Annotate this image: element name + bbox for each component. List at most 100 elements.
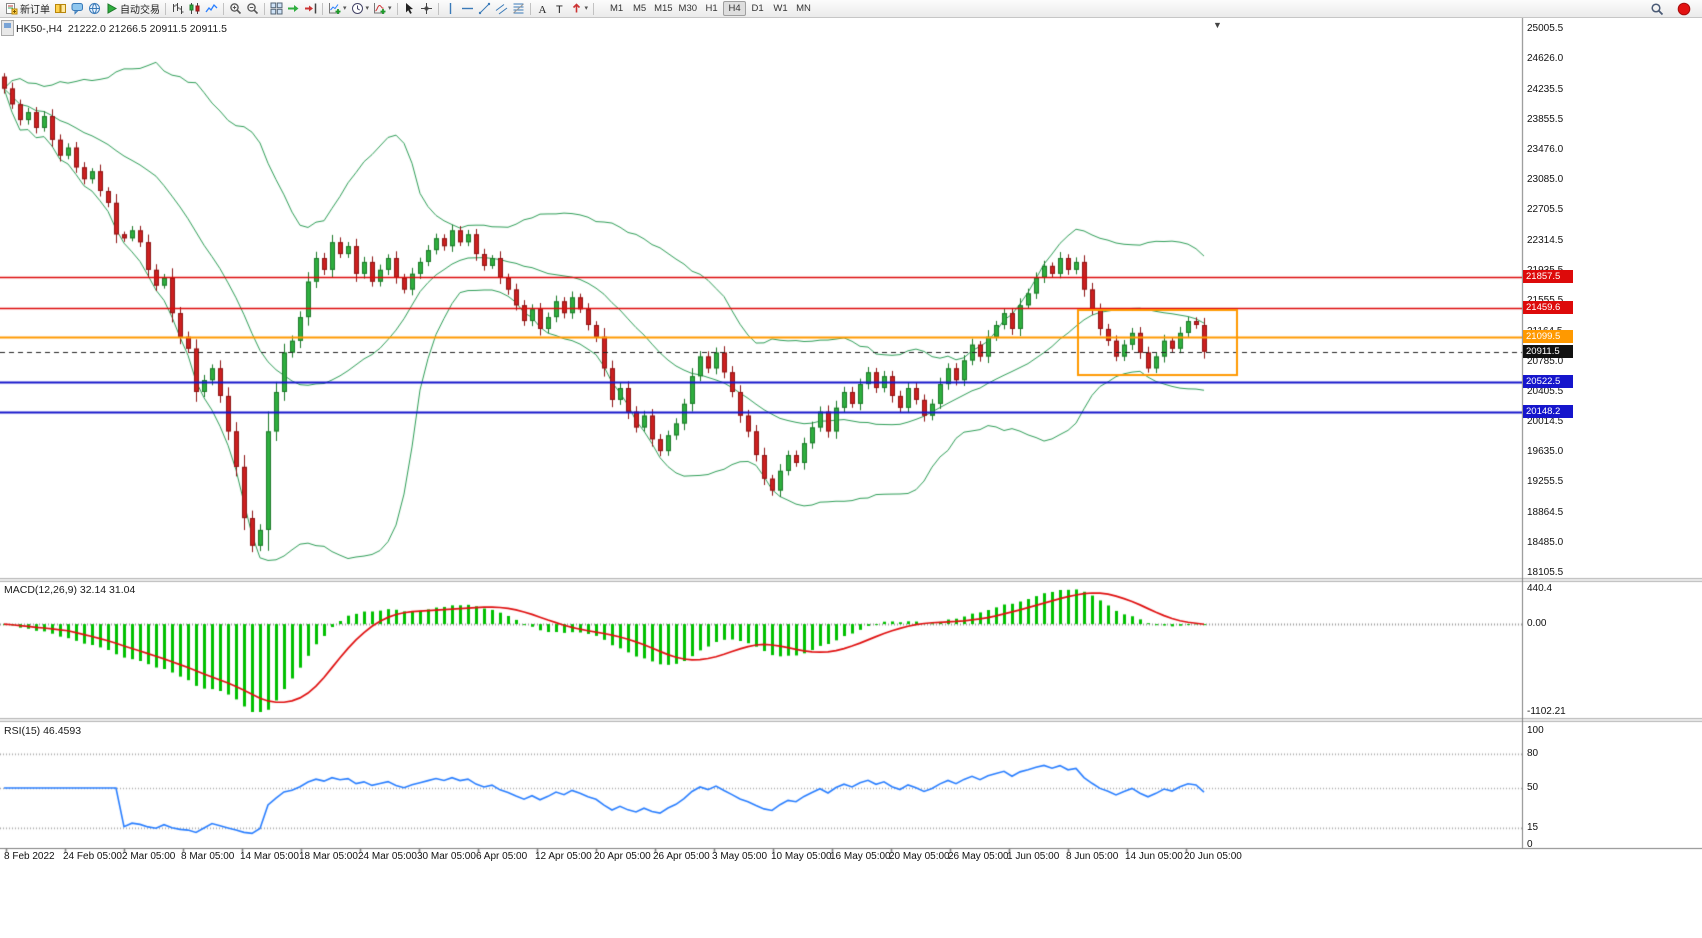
macd-axis-label: 440.4 <box>1527 583 1553 594</box>
new-order-button-label: 新订单 <box>20 5 50 16</box>
chart-window-icon <box>4 23 11 28</box>
time-axis-label: 12 Apr 05:00 <box>535 851 592 862</box>
timeframe-w1-button[interactable]: W1 <box>769 1 792 16</box>
community-button[interactable] <box>86 1 103 17</box>
quotes-book-button[interactable] <box>52 1 69 17</box>
toolbar-separator <box>593 2 595 15</box>
rsi-axis-label: 80 <box>1527 747 1539 759</box>
time-axis-label: 14 Mar 05:00 <box>240 851 299 862</box>
toolbar-right-group <box>1648 1 1693 17</box>
fibo-icon <box>512 2 525 15</box>
clock-icon <box>351 2 364 15</box>
fibonacci-button[interactable] <box>510 1 527 17</box>
rsi-axis-label: 50 <box>1527 782 1539 793</box>
chart-shift-button[interactable] <box>302 1 319 17</box>
autotrading-button-label: 自动交易 <box>120 5 160 16</box>
time-axis-label: 8 Mar 05:00 <box>181 851 235 862</box>
svg-text:T: T <box>556 4 563 15</box>
time-axis-label: 20 May 05:00 <box>889 851 950 862</box>
autoscroll-icon <box>287 2 300 15</box>
time-axis-label: 16 May 05:00 <box>830 851 891 862</box>
timeframe-d1-button[interactable]: D1 <box>746 1 769 16</box>
macd-pane-splitter[interactable] <box>0 578 1702 583</box>
equidistant-channel-button[interactable] <box>493 1 510 17</box>
arrow-icon <box>570 2 583 15</box>
price-axis-tick: 23085.0 <box>1527 174 1564 186</box>
time-axis-label: 20 Jun 05:00 <box>1184 851 1242 862</box>
timeframe-m15-button[interactable]: M15 <box>651 1 675 16</box>
price-axis-tick: 18485.0 <box>1527 536 1564 548</box>
chart-canvas[interactable] <box>0 18 1702 866</box>
autotrading-button[interactable]: 自动交易 <box>103 1 162 17</box>
zoom-out-icon <box>246 2 259 15</box>
time-axis-label: 20 Apr 05:00 <box>594 851 651 862</box>
timeframe-m5-button[interactable]: M5 <box>628 1 651 16</box>
time-axis-label: 8 Jun 05:00 <box>1066 851 1119 862</box>
svg-text:A: A <box>538 4 546 15</box>
price-axis[interactable] <box>1522 18 1702 848</box>
hline-icon <box>461 2 474 15</box>
channel-icon <box>495 2 508 15</box>
timeframe-mn-button[interactable]: MN <box>792 1 815 16</box>
new-order-icon <box>5 2 18 15</box>
scroll-to-end-icon[interactable]: ▼ <box>1213 20 1222 30</box>
price-axis-tick: 20785.0 <box>1527 355 1564 367</box>
caret-down-icon: ▾ <box>365 5 370 12</box>
price-line-label: 21857.5 <box>1523 270 1573 284</box>
price-axis-tick: 25005.5 <box>1527 22 1564 34</box>
notifications-badge[interactable] <box>1675 1 1693 17</box>
vertical-line-button[interactable] <box>442 1 459 17</box>
chart-window-tab[interactable] <box>1 20 14 36</box>
timeframe-m30-button[interactable]: M30 <box>676 1 700 16</box>
toolbar-separator <box>322 2 323 15</box>
text-label-button[interactable]: T <box>551 1 568 17</box>
time-axis-label: 30 Mar 05:00 <box>417 851 476 862</box>
time-axis-label: 24 Mar 05:00 <box>358 851 417 862</box>
timeframe-h1-button[interactable]: H1 <box>700 1 723 16</box>
search-button[interactable] <box>1648 1 1666 17</box>
line-chart-button[interactable] <box>203 1 220 17</box>
bars-icon <box>171 2 184 15</box>
profiles-button[interactable]: ▾ <box>349 1 372 17</box>
crosshair-button[interactable] <box>418 1 435 17</box>
time-axis-label: 24 Feb 05:00 <box>63 851 122 862</box>
arrows-button[interactable]: ▾ <box>568 1 591 17</box>
textA-icon: A <box>536 2 549 15</box>
time-axis-label: 8 Feb 2022 <box>4 851 55 862</box>
rsi-pane-splitter[interactable] <box>0 718 1702 723</box>
price-axis-tick: 24626.0 <box>1527 52 1564 64</box>
candlestick-chart-button[interactable] <box>186 1 203 17</box>
zoom-in-button[interactable] <box>227 1 244 17</box>
time-axis-label: 26 Apr 05:00 <box>653 851 710 862</box>
macd-axis-label: -1102.21 <box>1527 706 1566 717</box>
price-axis-tick: 21555.5 <box>1527 294 1564 306</box>
new-order-button[interactable]: 新订单 <box>3 1 52 17</box>
price-axis-tick: 22314.5 <box>1527 235 1564 247</box>
indicators-button[interactable]: ▾ <box>371 1 394 17</box>
trendline-button[interactable] <box>476 1 493 17</box>
tile-windows-button[interactable] <box>268 1 285 17</box>
time-axis-label: 3 May 05:00 <box>712 851 768 862</box>
toolbar-separator <box>396 2 398 15</box>
auto-scroll-button[interactable] <box>285 1 302 17</box>
cursor-button[interactable] <box>401 1 418 17</box>
price-axis-tick: 18105.5 <box>1527 566 1564 578</box>
zoom-out-button[interactable] <box>244 1 261 17</box>
vline-icon <box>444 2 457 15</box>
text-button[interactable]: A <box>534 1 551 17</box>
textT-icon: T <box>553 2 566 15</box>
horizontal-line-button[interactable] <box>459 1 476 17</box>
rsi-indicator-label: RSI(15) 46.4593 <box>4 725 82 737</box>
timeframe-m1-button[interactable]: M1 <box>605 1 628 16</box>
toolbar-separator <box>437 2 439 15</box>
price-line-label: 21459.6 <box>1523 301 1573 315</box>
timeframe-h4-button[interactable]: H4 <box>723 1 747 16</box>
tile-icon <box>270 2 283 15</box>
timeframe-group: M1 M5 M15 M30 H1 H4 D1 W1 MN <box>605 1 815 16</box>
bar-chart-button[interactable] <box>169 1 186 17</box>
new-chart-button[interactable]: ▾ <box>326 1 349 17</box>
chat-button[interactable] <box>69 1 86 17</box>
badge-icon <box>1677 2 1691 16</box>
time-axis-label: 14 Jun 05:00 <box>1125 851 1183 862</box>
